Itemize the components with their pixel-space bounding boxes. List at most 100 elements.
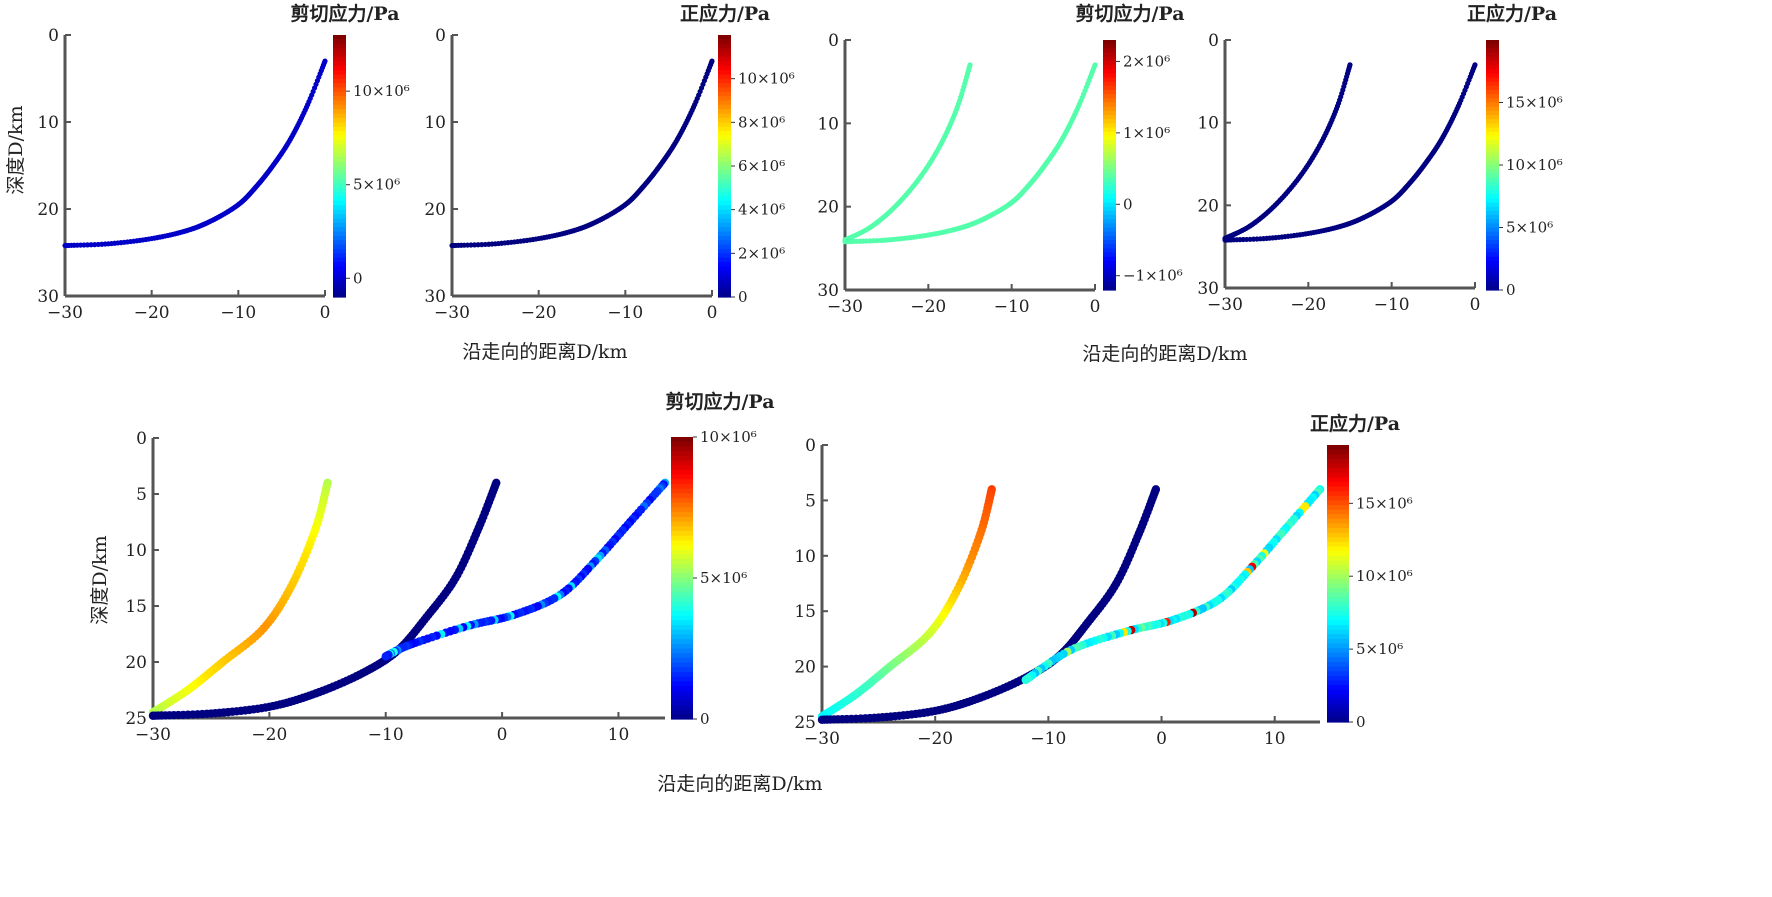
colorbar-segment — [1327, 652, 1349, 658]
colorbar-segment — [671, 563, 693, 570]
colorbar-segment — [333, 196, 346, 202]
colorbar-segment — [1486, 52, 1499, 58]
colorbar-segment — [1486, 285, 1499, 291]
colorbar-segment — [718, 56, 731, 62]
data-point — [1021, 675, 1030, 685]
x-tick-label: −20 — [251, 725, 287, 745]
colorbar-segment — [333, 69, 346, 75]
x-tick-label: −10 — [1374, 295, 1410, 315]
colorbar-segment — [1486, 148, 1499, 154]
colorbar-segment — [1103, 285, 1116, 291]
colorbar-segment — [1486, 177, 1499, 183]
colorbar-tick-label: 0 — [738, 288, 748, 306]
colorbar-segment — [333, 222, 346, 228]
series-1 — [1222, 62, 1353, 241]
colorbar-segment — [1103, 94, 1116, 99]
colorbar-segment — [1327, 574, 1349, 580]
ylabel-bottom: 深度D/km — [89, 535, 111, 624]
colorbar-segment — [671, 695, 693, 701]
colorbar-segment — [1486, 102, 1499, 108]
colorbar-segment — [718, 122, 731, 128]
colorbar-segment — [718, 240, 731, 246]
colorbar-segment — [671, 709, 693, 715]
x-tick-label: −30 — [135, 725, 171, 745]
colorbar-segment — [1486, 115, 1499, 120]
colorbar: 0 5×10⁶ 10×10⁶ 15×10⁶ — [1327, 445, 1413, 731]
x-tick-label: 0 — [497, 725, 508, 745]
colorbar-segment — [333, 131, 346, 137]
colorbar-segment — [1103, 73, 1116, 79]
x-tick-label: 10 — [608, 725, 630, 745]
colorbar-segment — [1103, 219, 1116, 224]
colorbar-segment — [718, 187, 731, 193]
chart-panel-6: −30 −20 −10 0 10 0 5 10 15 20 25 正应力/Pa 0 5×10⁶ 10×10⁶… — [794, 412, 1412, 749]
colorbar-segment — [718, 91, 731, 97]
colorbar-segment — [718, 283, 731, 289]
colorbar-segment — [1486, 190, 1499, 195]
colorbar-segment — [333, 262, 346, 268]
x-tick-label: −20 — [134, 303, 170, 323]
colorbar-segment — [333, 218, 346, 224]
colorbar-segment — [1327, 657, 1349, 663]
colorbar-segment — [1103, 198, 1116, 204]
chart-panel-2: −30 −20 −10 0 0 10 20 30 正应力/Pa 0 2×10⁶ 4×10⁶ 6×10⁶ 8… — [424, 2, 794, 323]
colorbar-segment — [718, 100, 731, 106]
colorbar-segment — [671, 582, 693, 588]
colorbar-segment — [718, 270, 731, 276]
colorbar-segment — [1103, 40, 1116, 45]
colorbar-segment — [333, 144, 346, 150]
series-2 — [1222, 62, 1478, 243]
colorbar-segment — [1486, 127, 1499, 133]
y-tick-label: 10 — [424, 113, 446, 133]
colorbar-segment — [671, 610, 693, 617]
colorbar-segment — [333, 275, 346, 281]
colorbar-segment — [1327, 458, 1349, 465]
colorbar-segment — [1103, 48, 1116, 54]
colorbar-segment — [1486, 77, 1499, 83]
colorbar-segment — [718, 48, 731, 54]
colorbar-segment — [1103, 248, 1116, 254]
colorbar-segment — [333, 279, 346, 285]
colorbar-segment — [1103, 65, 1116, 70]
colorbar-segment — [671, 714, 693, 720]
colorbar-tick-label: 0 — [700, 710, 710, 728]
colorbar-title: 正应力/Pa — [1310, 412, 1400, 435]
colorbar-segment — [671, 615, 693, 621]
colorbar-segment — [1486, 185, 1499, 191]
colorbar-tick-label: 4×10⁶ — [738, 201, 785, 219]
colorbar-segment — [718, 148, 731, 154]
colorbar-segment — [1486, 169, 1499, 174]
colorbar-segment — [671, 521, 693, 527]
colorbar-segment — [671, 596, 693, 603]
colorbar-segment — [1327, 708, 1349, 714]
y-tick-label: 15 — [125, 597, 147, 617]
x-tick-label: −20 — [521, 303, 557, 323]
series-1 — [449, 58, 715, 249]
colorbar-segment — [1327, 648, 1349, 654]
colorbar-segment — [333, 253, 346, 259]
colorbar-segment — [718, 126, 731, 132]
colorbar-tick-label: 0 — [1506, 281, 1516, 299]
colorbar-segment — [671, 540, 693, 546]
colorbar-segment — [671, 568, 693, 574]
colorbar-segment — [1103, 106, 1116, 112]
colorbar-segment — [718, 74, 731, 80]
colorbar-segment — [1103, 244, 1116, 249]
colorbar-segment — [1327, 643, 1349, 649]
colorbar-segment — [333, 113, 346, 119]
colorbar-segment — [718, 209, 731, 215]
colorbar-segment — [671, 507, 693, 513]
y-tick-label: 30 — [37, 287, 59, 307]
colorbar-segment — [333, 96, 346, 102]
colorbar-segment — [1486, 90, 1499, 95]
colorbar-segment — [1486, 98, 1499, 104]
colorbar-segment — [1103, 160, 1116, 166]
colorbar-tick-label: 5×10⁶ — [353, 176, 400, 194]
x-tick-label: −20 — [1290, 295, 1326, 315]
colorbar-segment — [718, 104, 731, 110]
colorbar-segment — [1486, 273, 1499, 279]
colorbar-segment — [1327, 481, 1349, 488]
chart-panel-5: −30 −20 −10 0 10 0 5 10 15 20 25 剪切应力/Pa 0 5×10⁶ 10×10… — [125, 390, 774, 745]
colorbar-segment — [718, 157, 731, 163]
chart-panel-3: −30 −20 −10 0 0 10 20 30 剪切应力/Pa −1×10⁶ 0 1×10⁶ 2×10… — [817, 2, 1184, 317]
